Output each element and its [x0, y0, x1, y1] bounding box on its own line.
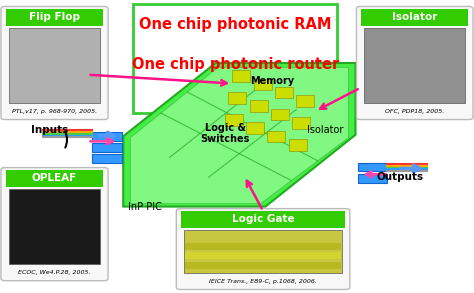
Bar	[296, 95, 314, 107]
Bar	[92, 143, 122, 152]
Text: OFC, PDP18, 2005.: OFC, PDP18, 2005.	[385, 109, 444, 114]
Text: Flip Flop: Flip Flop	[29, 12, 80, 22]
Text: Logic &
Switches: Logic & Switches	[201, 122, 250, 144]
FancyBboxPatch shape	[176, 209, 350, 289]
Text: Isolator: Isolator	[307, 125, 343, 135]
Bar	[271, 109, 289, 120]
Bar	[246, 122, 264, 134]
Bar	[185, 252, 341, 259]
Bar	[185, 262, 341, 269]
Text: OPLEAF: OPLEAF	[32, 173, 77, 183]
FancyBboxPatch shape	[133, 4, 337, 113]
Bar	[181, 211, 345, 228]
Bar	[9, 28, 100, 103]
Text: One chip photonic router: One chip photonic router	[132, 57, 339, 72]
Bar	[250, 100, 268, 112]
Bar	[254, 79, 272, 90]
Bar	[9, 189, 100, 264]
Bar	[358, 174, 387, 183]
Bar	[358, 163, 387, 171]
Bar	[275, 87, 293, 98]
FancyBboxPatch shape	[1, 6, 108, 120]
Polygon shape	[123, 63, 356, 207]
Bar	[292, 117, 310, 129]
Bar	[364, 28, 465, 103]
Text: IEICE Trans., E89-C, p.1068, 2006.: IEICE Trans., E89-C, p.1068, 2006.	[209, 279, 317, 284]
Bar	[267, 131, 285, 142]
Bar	[361, 9, 468, 26]
Bar	[92, 132, 122, 141]
Text: PTL,v17, p. 968-970, 2005.: PTL,v17, p. 968-970, 2005.	[12, 109, 97, 114]
Text: One chip photonic RAM: One chip photonic RAM	[139, 17, 332, 33]
Bar	[232, 70, 250, 82]
Bar	[228, 92, 246, 104]
Text: Logic Gate: Logic Gate	[232, 214, 294, 224]
Bar	[185, 243, 341, 250]
Bar	[184, 230, 342, 273]
Text: Outputs: Outputs	[377, 172, 424, 182]
FancyBboxPatch shape	[1, 168, 108, 281]
Text: Inputs: Inputs	[31, 125, 68, 135]
Bar	[289, 139, 307, 151]
Text: ECOC, We4.P.28, 2005.: ECOC, We4.P.28, 2005.	[18, 270, 91, 275]
Text: InP PIC: InP PIC	[128, 202, 162, 212]
Bar	[92, 154, 122, 163]
Text: Isolator: Isolator	[392, 12, 438, 22]
Bar	[6, 9, 103, 26]
Bar	[6, 170, 103, 187]
Bar	[225, 114, 243, 126]
Text: Memory: Memory	[250, 76, 295, 86]
Polygon shape	[130, 67, 348, 204]
FancyBboxPatch shape	[356, 6, 473, 120]
